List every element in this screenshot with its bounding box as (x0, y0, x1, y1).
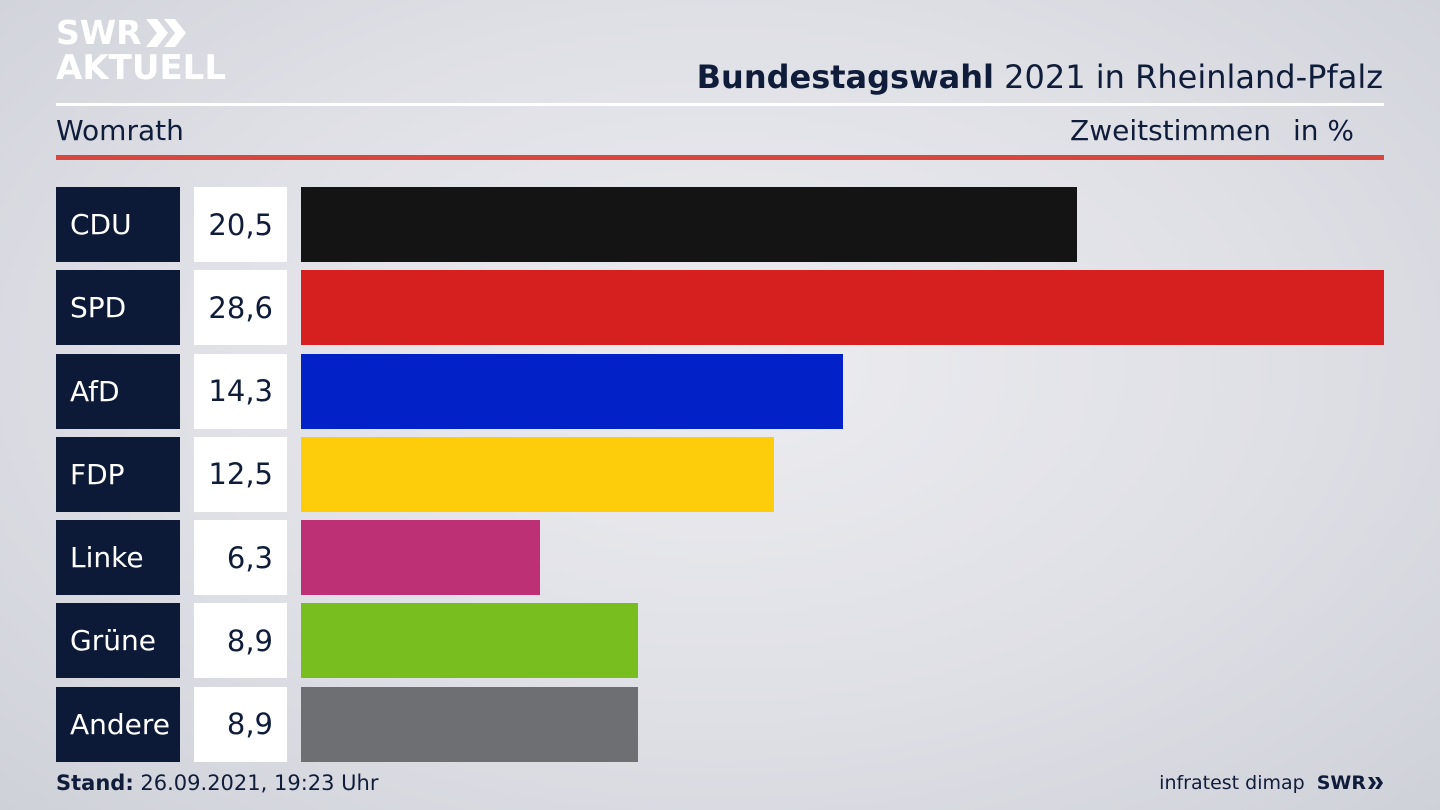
category-label: Linke (56, 520, 180, 596)
chart-title-bold: Bundestagswahl (696, 58, 994, 96)
source-credit: infratest dimap SWR (1159, 772, 1384, 794)
category-label: SPD (56, 270, 180, 346)
category-label: AfD (56, 353, 180, 429)
bar-row: CDU 20,5 (56, 187, 1384, 262)
accent-divider (56, 155, 1384, 160)
timestamp-value: 26.09.2021, 19:23 Uhr (133, 771, 379, 795)
category-label: FDP (56, 436, 180, 512)
source-label: infratest dimap (1159, 772, 1305, 794)
swr-brand-small: SWR (1317, 772, 1384, 794)
logo-swr-text: SWR (56, 13, 142, 52)
unit-label: in % (1292, 114, 1354, 147)
bar (301, 353, 843, 429)
bar (301, 520, 540, 596)
bar (301, 603, 638, 679)
data-label: 14,3 (194, 353, 287, 429)
timestamp: Stand: 26.09.2021, 19:23 Uhr (56, 771, 379, 795)
bar (301, 686, 638, 762)
measure-label: Zweitstimmen (1070, 114, 1271, 147)
swr-aktuell-logo: SWR AKTUELL (56, 16, 226, 85)
bar (301, 270, 1384, 346)
data-label: 8,9 (194, 686, 287, 762)
data-label: 6,3 (194, 520, 287, 596)
bar-row: FDP 12,5 (56, 436, 1384, 512)
chart-title: Bundestagswahl 2021 in Rheinland-Pfalz (697, 58, 1383, 96)
chart-title-rest: 2021 in Rheinland-Pfalz (994, 58, 1383, 96)
bar-row: SPD 28,6 (56, 270, 1384, 346)
bar-row: Linke 6,3 (56, 520, 1384, 596)
bar (301, 187, 1077, 262)
bar-row: Grüne 8,9 (56, 603, 1384, 679)
category-label: Grüne (56, 603, 180, 679)
location-label: Womrath (56, 114, 184, 147)
chevron-right-icon (1368, 777, 1383, 789)
data-label: 8,9 (194, 603, 287, 679)
bar-row: Andere 8,9 (56, 686, 1384, 762)
logo-aktuell-text: AKTUELL (56, 48, 227, 88)
data-label: 20,5 (194, 187, 287, 262)
data-label: 28,6 (194, 270, 287, 346)
data-label: 12,5 (194, 436, 287, 512)
timestamp-label: Stand: (56, 771, 134, 795)
measure-label-group: Zweitstimmen in % (1070, 114, 1354, 147)
header-divider (56, 103, 1384, 106)
category-label: CDU (56, 187, 180, 262)
bar-row: AfD 14,3 (56, 353, 1384, 429)
bar-chart: CDU 20,5 SPD 28,6 AfD 14,3 FDP 12,5 Linke 6,3 Grün… (56, 187, 1384, 770)
category-label: Andere (56, 686, 180, 762)
swr-brand-text: SWR (1316, 772, 1366, 794)
chevron-right-icon (145, 18, 186, 47)
chart-subheader: Womrath Zweitstimmen in % (56, 114, 1384, 150)
bar (301, 436, 774, 512)
